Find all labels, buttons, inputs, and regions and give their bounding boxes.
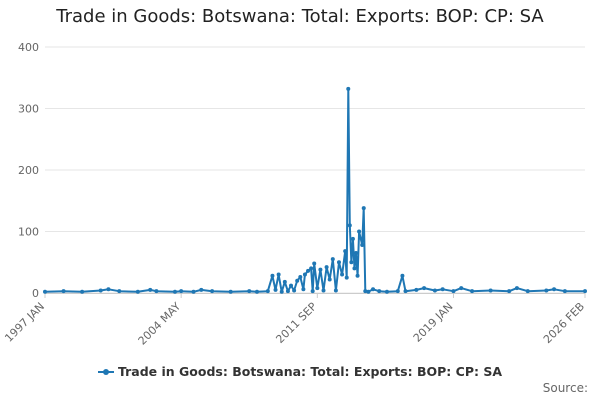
data-point[interactable] [117,289,122,294]
data-point[interactable] [366,289,371,294]
y-tick-label: 200 [18,164,39,177]
data-point[interactable] [309,266,314,271]
data-point[interactable] [451,289,456,294]
data-point[interactable] [562,289,567,294]
data-point[interactable] [336,260,341,265]
data-point[interactable] [292,288,297,293]
data-point[interactable] [384,289,389,294]
data-point[interactable] [321,288,326,293]
legend-line-icon [97,367,114,377]
y-tick-label: 400 [18,41,39,54]
data-point[interactable] [355,273,360,278]
data-point[interactable] [279,289,284,294]
data-point[interactable] [273,287,278,292]
data-point[interactable] [106,287,111,292]
data-point[interactable] [371,287,376,292]
data-point[interactable] [544,288,549,293]
data-point[interactable] [298,275,303,280]
data-point[interactable] [80,289,85,294]
x-tick-label: 2011 SEP [273,300,319,346]
data-point[interactable] [395,289,400,294]
data-point[interactable] [172,289,177,294]
x-tick-label: 1997 JAN [2,300,47,345]
data-point[interactable] [324,265,329,270]
data-point[interactable] [459,286,464,291]
source-credit[interactable]: Source: [542,381,588,395]
x-tick-label: 2026 FEB [541,300,587,346]
data-point[interactable] [525,289,530,294]
data-point[interactable] [135,289,140,294]
data-point[interactable] [43,289,47,294]
data-point[interactable] [191,289,196,294]
data-point[interactable] [403,289,408,294]
data-point[interactable] [346,86,351,91]
data-point[interactable] [343,249,348,254]
data-point[interactable] [363,289,368,294]
data-point[interactable] [285,289,290,294]
data-point[interactable] [265,289,270,294]
data-point[interactable] [352,266,357,271]
grid-layer [45,46,585,294]
data-point[interactable] [470,289,475,294]
data-point[interactable] [61,289,66,294]
series-layer [43,86,587,294]
data-point[interactable] [432,288,437,293]
data-point[interactable] [210,289,215,294]
data-point[interactable] [301,287,306,292]
chart-title: Trade in Goods: Botswana: Total: Exports… [56,6,544,27]
data-point[interactable] [302,272,307,277]
data-point[interactable] [270,273,275,278]
data-point[interactable] [422,286,427,291]
data-point[interactable] [340,272,345,277]
data-point[interactable] [98,288,103,293]
data-point[interactable] [295,278,300,283]
data-point[interactable] [552,287,557,292]
series-line[interactable] [44,87,585,293]
data-point[interactable] [344,275,349,280]
data-point[interactable] [306,268,311,273]
y-tick-label: 0 [32,287,39,300]
legend-label: Trade in Goods: Botswana: Total: Exports… [117,364,503,379]
data-point[interactable] [312,261,317,266]
data-point[interactable] [179,289,184,294]
data-point[interactable] [199,287,204,292]
data-point[interactable] [400,273,405,278]
data-point[interactable] [360,243,365,248]
data-point[interactable] [357,229,362,234]
data-point[interactable] [377,289,382,294]
y-tick-label: 300 [18,103,39,116]
data-point[interactable] [414,287,419,292]
data-point[interactable] [148,287,153,292]
data-point[interactable] [488,288,493,293]
data-point[interactable] [254,289,259,294]
data-point[interactable] [289,283,294,288]
data-point[interactable] [247,289,252,294]
data-point[interactable] [350,236,355,241]
data-point[interactable] [327,277,332,282]
data-point[interactable] [318,267,323,272]
data-point[interactable] [514,286,519,291]
data-point[interactable] [330,257,335,262]
data-point[interactable] [315,286,320,291]
data-point[interactable] [228,289,233,294]
x-tick-label: 2004 MAY [136,300,184,348]
data-point[interactable] [282,279,287,284]
data-point[interactable] [276,272,281,277]
data-point[interactable] [154,289,159,294]
data-point[interactable] [333,288,338,293]
legend[interactable]: Trade in Goods: Botswana: Total: Exports… [0,364,600,379]
data-point[interactable] [310,289,315,294]
data-point[interactable] [583,289,587,294]
data-point[interactable] [349,260,354,265]
data-point[interactable] [347,223,352,228]
data-point[interactable] [361,206,366,211]
data-point[interactable] [440,287,445,292]
data-point[interactable] [354,251,359,256]
y-tick-label: 100 [18,226,39,239]
axis-layer: 0 100 200 300 400 1997 JAN 2004 MAY 2011 SEP 201… [2,41,587,348]
x-tick-label: 2019 JAN [411,300,456,345]
data-point[interactable] [507,289,512,294]
